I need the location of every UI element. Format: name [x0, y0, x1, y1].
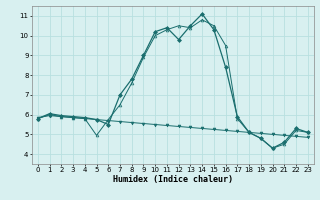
X-axis label: Humidex (Indice chaleur): Humidex (Indice chaleur)	[113, 175, 233, 184]
